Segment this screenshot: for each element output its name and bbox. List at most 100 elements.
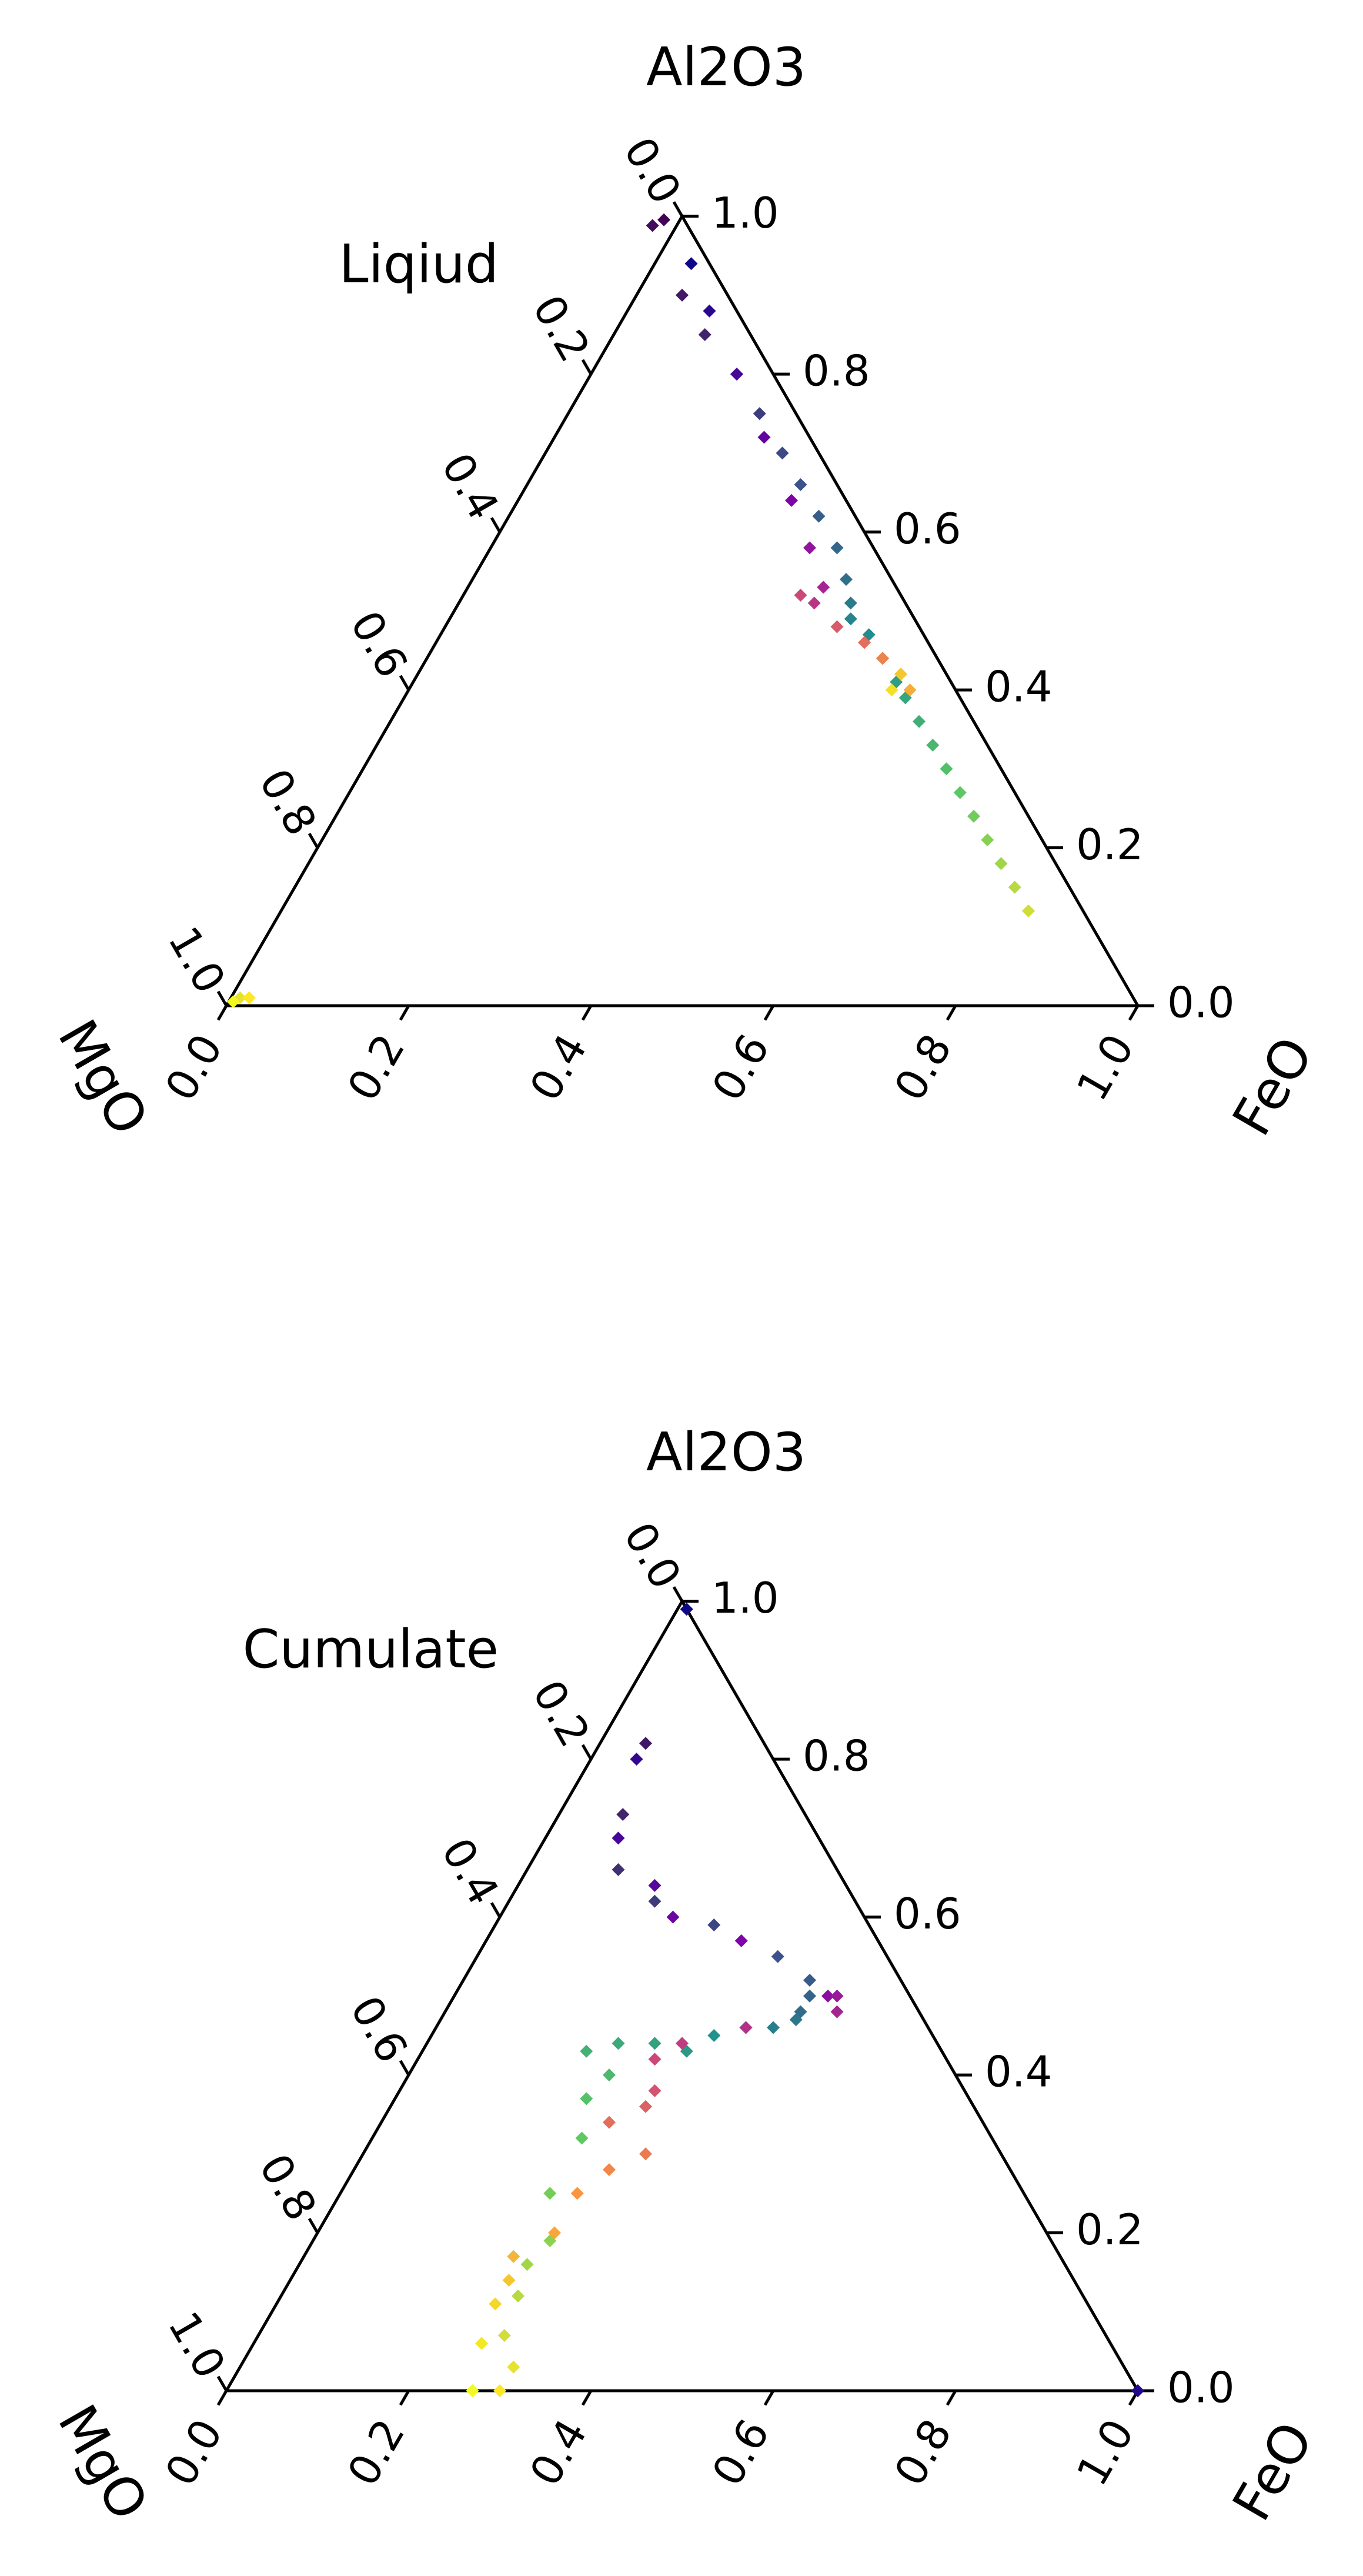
left-tick-mark <box>490 1902 502 1918</box>
data-point <box>612 1831 625 1845</box>
data-point <box>603 2068 616 2082</box>
data-point <box>580 2092 593 2105</box>
data-point <box>830 1989 844 2003</box>
bottom-tick-mark <box>763 2390 775 2406</box>
right-tick-label: 0.4 <box>985 662 1053 712</box>
left-tick-mark <box>581 1744 593 1760</box>
data-point <box>830 620 844 633</box>
triangle-frame <box>223 1598 1141 2393</box>
left-tick-label: 0.0 <box>614 129 691 212</box>
data-point <box>580 2044 593 2058</box>
data-point <box>676 2037 689 2050</box>
bottom-tick-label: 0.6 <box>703 2411 779 2494</box>
left-tick-mark <box>672 1586 684 1602</box>
left-tick-label: 1.0 <box>159 2304 235 2387</box>
data-point <box>953 786 967 799</box>
data-point <box>646 219 659 232</box>
data-point <box>803 1973 816 1987</box>
data-point <box>616 1808 630 1821</box>
left-tick-label: 0.2 <box>523 287 600 370</box>
data-point <box>680 1603 693 1616</box>
bottom-tick-mark <box>399 1005 410 1021</box>
left-tick-label: 0.0 <box>614 1514 691 1597</box>
data-point <box>707 1918 721 1932</box>
axis-label-right: FeO <box>1221 2412 1325 2531</box>
bottom-tick-mark <box>1128 1005 1140 1021</box>
data-point <box>497 2329 511 2343</box>
data-point <box>703 304 716 318</box>
right-tick-label: 0.2 <box>1076 2205 1144 2254</box>
data-point <box>858 636 871 649</box>
data-point <box>794 478 807 492</box>
data-point <box>512 2289 525 2303</box>
left-tick-label: 0.8 <box>250 2145 326 2228</box>
bottom-tick-label: 0.8 <box>885 1026 961 1109</box>
left-tick-mark <box>490 517 502 533</box>
left-tick-label: 0.8 <box>250 760 326 843</box>
bottom-tick-mark <box>399 2390 410 2406</box>
data-point <box>1022 904 1035 917</box>
data-point <box>967 809 980 823</box>
data-point <box>926 739 940 752</box>
bottom-tick-mark <box>216 2390 228 2406</box>
data-point <box>612 2037 625 2050</box>
data-point <box>940 762 953 776</box>
data-point <box>493 2384 506 2397</box>
data-point <box>913 715 926 728</box>
bottom-tick-mark <box>216 1005 228 1021</box>
left-tick-label: 0.4 <box>432 445 509 528</box>
bottom-tick-label: 0.0 <box>156 1026 232 1109</box>
bottom-tick-label: 0.2 <box>338 2411 415 2494</box>
data-point <box>684 257 698 271</box>
data-point <box>648 1894 662 1908</box>
left-tick-mark <box>581 359 593 375</box>
data-point <box>817 580 830 594</box>
data-point <box>507 2250 520 2263</box>
left-tick-mark <box>308 2218 319 2234</box>
data-point <box>639 2100 652 2113</box>
data-point <box>794 588 807 602</box>
triangle-frame <box>223 213 1141 1007</box>
right-tick-label: 0.8 <box>803 346 870 396</box>
data-point <box>466 2384 479 2397</box>
data-point <box>648 1878 662 1892</box>
data-point <box>757 431 771 444</box>
data-point <box>1008 880 1021 894</box>
data-point <box>876 652 889 665</box>
data-point <box>648 2037 662 2050</box>
data-point <box>657 213 671 226</box>
axis-label-top: Al2O3 <box>646 1422 806 1483</box>
bottom-tick-label: 0.2 <box>338 1026 415 1109</box>
left-tick-mark <box>672 201 684 217</box>
left-tick-mark <box>216 2375 228 2392</box>
data-point <box>698 328 711 342</box>
data-point <box>981 833 994 847</box>
left-tick-mark <box>308 833 319 849</box>
data-point <box>734 1934 748 1947</box>
bottom-tick-mark <box>581 1005 593 1021</box>
left-tick-mark <box>399 2060 410 2076</box>
panel-annotation: Liqiud <box>339 233 499 295</box>
data-point <box>739 2021 753 2034</box>
data-point <box>226 995 240 1009</box>
data-point <box>803 541 816 555</box>
axis-label-left: MgO <box>46 1010 160 1146</box>
data-point <box>570 2187 584 2200</box>
data-point <box>821 1989 834 2003</box>
data-point <box>812 509 826 523</box>
right-tick-label: 1.0 <box>711 188 779 238</box>
axis-label-right: FeO <box>1221 1027 1325 1146</box>
data-point <box>707 2028 721 2042</box>
bottom-tick-label: 0.6 <box>703 1026 779 1109</box>
data-point <box>648 2084 662 2097</box>
right-tick-label: 0.0 <box>1167 978 1235 1027</box>
data-point <box>242 991 256 1005</box>
right-tick-label: 0.2 <box>1076 820 1144 869</box>
data-point <box>639 2147 652 2161</box>
data-point <box>507 2360 520 2374</box>
data-point <box>520 2258 534 2271</box>
data-point <box>730 368 743 381</box>
data-point <box>1131 2384 1144 2397</box>
left-tick-label: 1.0 <box>159 919 235 1002</box>
